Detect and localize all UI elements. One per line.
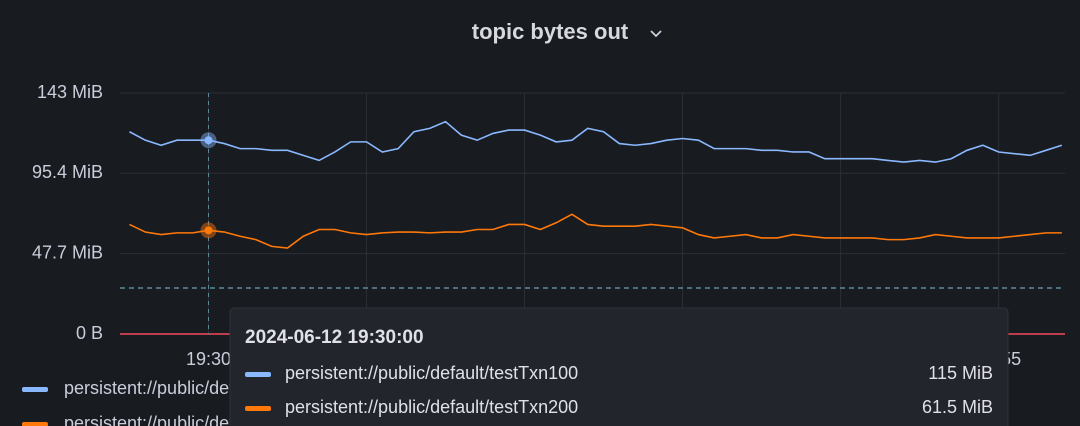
y-tick-label: 95.4 MiB (32, 162, 103, 182)
hover-point-core (204, 136, 213, 145)
tooltip-box (229, 307, 1009, 426)
panel-title[interactable]: topic bytes out (472, 19, 629, 44)
y-tick-label: 0 B (76, 323, 103, 343)
tooltip-series: persistent://public/default/testTxn100 (285, 363, 578, 383)
y-tick-label: 143 MiB (37, 82, 103, 102)
tooltip-series: persistent://public/default/testTxn200 (285, 397, 578, 417)
title-chevron[interactable] (650, 30, 662, 38)
x-tick-label: 19:30 (186, 349, 231, 369)
hover-point-core (204, 226, 213, 235)
tooltip-value: 61.5 MiB (922, 397, 993, 417)
series-line (129, 120, 1063, 163)
legend-swatch (22, 387, 48, 392)
tooltip-swatch (245, 372, 271, 377)
tooltip-title: 2024-06-12 19:30:00 (245, 327, 424, 348)
tooltip-value: 115 MiB (928, 363, 993, 383)
series-line (129, 213, 1062, 249)
tooltip-swatch (245, 406, 271, 411)
y-tick-label: 47.7 MiB (32, 242, 103, 262)
legend-swatch (22, 422, 48, 426)
